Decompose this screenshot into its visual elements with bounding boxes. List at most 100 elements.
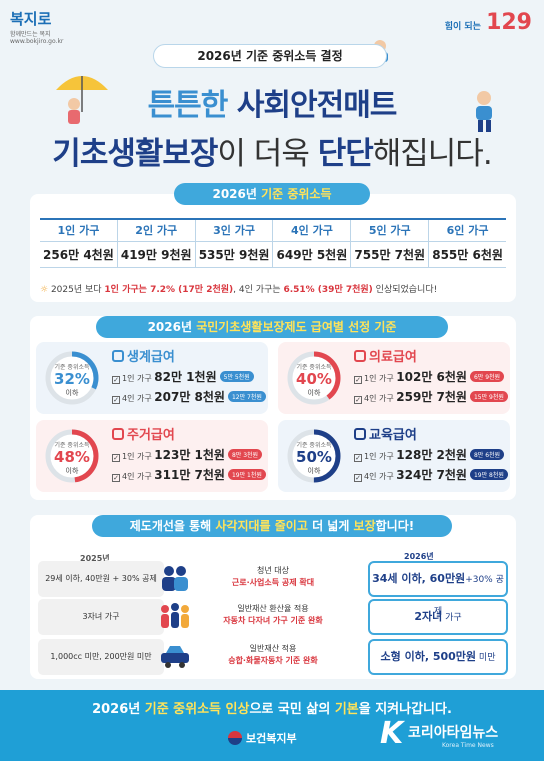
increase-badge: 12만 7천원	[227, 391, 266, 402]
change-detail: 자동차 다자녀 가구 기준 완화	[223, 616, 323, 625]
increase-badge: 19만 8천원	[469, 469, 508, 480]
median-income-table: 1인 가구 2인 가구 3인 가구 4인 가구 5인 가구 6인 가구 256만…	[40, 218, 506, 268]
helpline-logo-number: 129	[486, 10, 532, 35]
new-criteria-bold: 34세 이하, 60만원	[372, 572, 466, 585]
umbrella-child-illustration	[56, 76, 108, 124]
bokjiro-logo[interactable]: 복지로 함께만드는 복지 www.bokjiro.go.kr	[10, 8, 63, 45]
note-part-e: 인상되었습니다!	[372, 285, 438, 295]
main-title-line1: 튼튼한 사회안전매트	[0, 80, 544, 124]
benefit-title-text: 의료급여	[369, 350, 417, 365]
check-icon: ✓	[112, 376, 120, 384]
section1-pill: 2026년 기준 중위소득	[174, 183, 370, 205]
benefit-row-1person: ✓ 1인 가구 102만 6천원 6만 9천원	[354, 368, 505, 385]
section1-pill-b: 기준 중위소득	[261, 187, 332, 201]
benefit-title: 주거급여	[112, 424, 175, 443]
section3-pill-d: 보장	[353, 519, 376, 533]
increase-badge: 8만 3천원	[227, 449, 263, 460]
note-part-b: 1인 가구는 7.2% (17만 2천원)	[104, 285, 234, 295]
benefit-criteria-section: 기준 중위소득 32% 이하 생계급여 ✓ 1인 가구 82만 1천원 5만 5천원 ✓ 4인 …	[30, 316, 516, 500]
change-title: 청년 대상	[257, 566, 289, 575]
comparison-row-youth: 29세 이하, 40만원 + 30% 공제 청년 대상 근로·사업소득 공제 확…	[38, 561, 508, 617]
row-value: 311만 7천원	[154, 468, 225, 482]
note-part-a: 2025년 보다	[50, 285, 105, 295]
benefit-title: 의료급여	[354, 346, 417, 365]
section3-pill-b: 사각지대를 줄이고	[215, 519, 308, 533]
table-header-cell: 1인 가구	[40, 218, 118, 242]
old-criteria: 3자녀 가구	[38, 599, 164, 635]
row-label: 1인 가구	[364, 452, 394, 461]
footer-msg-a: 2026년	[92, 702, 145, 717]
check-icon: ✓	[112, 474, 120, 482]
footer-msg-e: 을 지켜나갑니다.	[358, 702, 452, 717]
row-value: 259만 7천원	[396, 390, 467, 404]
title1-part-b: 사회안전매트	[236, 88, 398, 123]
comparison-row-vehicle: 1,000cc 미만, 200만원 미만 일반재산 적용 승합·화물자동차 기준…	[38, 639, 508, 675]
section3-pill-c: 더 넓게	[307, 519, 354, 533]
benefit-row-4person: ✓ 4인 가구 259만 7천원 15만 9천원	[354, 388, 508, 405]
row-value: 102만 6천원	[396, 370, 467, 384]
ring-below: 이하	[307, 389, 321, 397]
row-label: 1인 가구	[122, 452, 152, 461]
check-icon: ✓	[354, 396, 362, 404]
row-label: 1인 가구	[122, 374, 152, 383]
footer-message: 2026년 기준 중위소득 인상으로 국민 삶의 기본을 지켜나갑니다.	[0, 698, 544, 717]
card-livelihood: 기준 중위소득 32% 이하 생계급여 ✓ 1인 가구 82만 1천원 5만 5천원 ✓ 4인 …	[36, 342, 268, 414]
section3-pill-a: 제도개선을 통해	[129, 519, 216, 533]
note-part-d: 6.51% (39만 7천원)	[283, 285, 373, 295]
percent-ring-graphic	[287, 351, 341, 405]
row-value: 82만 1천원	[154, 370, 217, 384]
youth-people-icon	[162, 566, 188, 591]
new-criteria-text: +30% 공제	[433, 575, 504, 617]
row-label: 4인 가구	[364, 394, 394, 403]
watermark-k-icon: K	[380, 716, 404, 751]
percent-ring-graphic	[287, 429, 341, 483]
ring-percent: 32%	[54, 370, 90, 388]
change-detail: 근로·사업소득 공제 확대	[231, 578, 315, 587]
title2-part-a: 기초생활보장	[52, 136, 218, 172]
section3-pill-e: 합니다!	[375, 519, 415, 533]
benefit-title: 생계급여	[112, 346, 175, 365]
benefit-row-1person: ✓ 1인 가구 128만 2천원 8만 6천원	[354, 446, 505, 463]
row-label: 4인 가구	[122, 394, 152, 403]
check-icon: ✓	[354, 454, 362, 462]
ring-percent: 48%	[54, 448, 90, 466]
benefit-title-text: 생계급여	[127, 350, 175, 365]
ring-percent: 40%	[296, 370, 332, 388]
median-income-section: 1인 가구 2인 가구 3인 가구 4인 가구 5인 가구 6인 가구 256만…	[30, 194, 516, 302]
comparison-row-children: 3자녀 가구 일반재산 환산율 적용 자동차 다자녀 가구 기준 완화 2자녀 …	[38, 599, 508, 635]
increase-badge: 5만 5천원	[219, 371, 254, 382]
check-icon: ✓	[354, 474, 362, 482]
row-label: 4인 가구	[122, 472, 152, 481]
title2-part-c: 단단	[317, 136, 374, 172]
card-medical: 기준 중위소득 40% 이하 의료급여 ✓ 1인 가구 102만 6천원 6만 9천원 ✓ 4인…	[278, 342, 510, 414]
table-header-cell: 5인 가구	[350, 218, 430, 242]
percent-ring: 기준 중위소득 50% 이하	[284, 426, 344, 486]
change-description: 일반재산 환산율 적용 자동차 다자녀 가구 기준 완화	[188, 603, 358, 627]
ring-below: 이하	[65, 467, 79, 475]
change-title: 일반재산 적용	[249, 644, 297, 653]
helpline-logo-text: 힘이 되는	[444, 22, 481, 32]
table-row: 256만 4천원 419만 9천원 535만 9천원 649만 5천원 755만…	[40, 241, 506, 268]
title1-part-a: 튼튼한	[147, 88, 237, 123]
card-education: 기준 중위소득 50% 이하 교육급여 ✓ 1인 가구 128만 2천원 8만 6천원 ✓ 4인…	[278, 420, 510, 492]
percent-ring-graphic	[45, 429, 99, 483]
percent-ring: 기준 중위소득 32% 이하	[42, 348, 102, 408]
year-2025-label: 2025년	[76, 553, 114, 564]
card-housing: 기준 중위소득 48% 이하 주거급여 ✓ 1인 가구 123만 1천원 8만 3천원 ✓ 4인…	[36, 420, 268, 492]
note-part-c: , 4인 가구는	[233, 285, 284, 295]
increase-badge: 19만 1천원	[227, 469, 266, 480]
table-header-cell: 6인 가구	[428, 218, 506, 242]
running-child-illustration	[476, 91, 492, 132]
section2-pill-b: 국민기초생활보장제도 급여별 선정 기준	[196, 320, 397, 334]
table-cell: 649만 5천원	[272, 241, 352, 268]
percent-ring: 기준 중위소득 48% 이하	[42, 426, 102, 486]
bulb-icon: ☼	[40, 285, 49, 295]
improvement-section: 2025년 2026년 29세 이하, 40만원 + 30% 공제 청년 대상 …	[30, 515, 516, 679]
ministry-name: 보건복지부	[246, 732, 297, 745]
ring-percent: 50%	[296, 448, 332, 466]
change-description: 일반재산 적용 승합·화물자동차 기준 완화	[188, 643, 358, 667]
person-icon	[112, 350, 124, 362]
check-icon: ✓	[354, 376, 362, 384]
ministry-logo: 보건복지부	[228, 730, 297, 750]
